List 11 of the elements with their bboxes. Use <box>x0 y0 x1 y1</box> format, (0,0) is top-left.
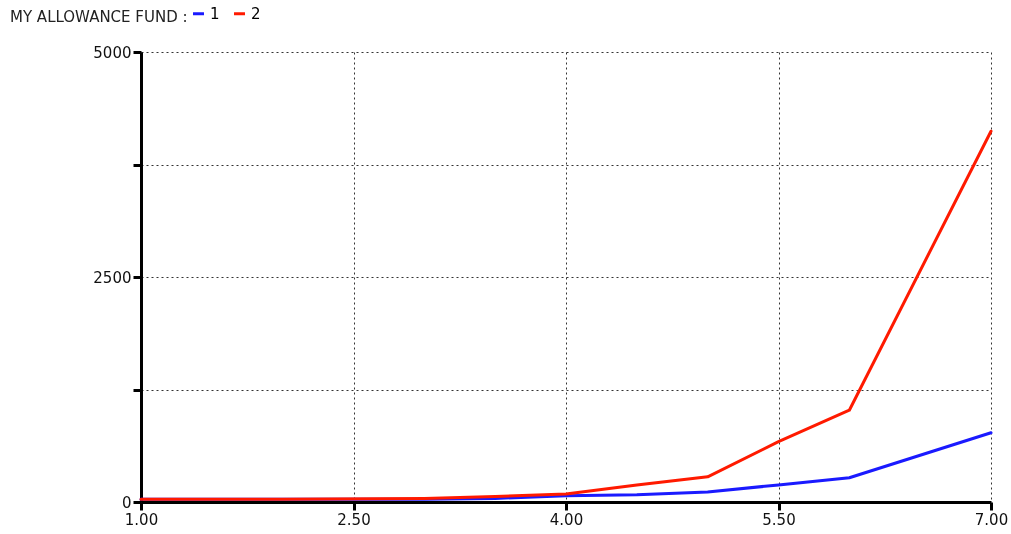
x-tick-label: 1.00 <box>124 510 159 529</box>
y-tick-label: 2500 <box>93 268 132 287</box>
x-tick-label: 4.00 <box>549 510 584 529</box>
legend-label: 2 <box>251 4 261 23</box>
y-tick-label: 5000 <box>93 43 132 62</box>
y-tick-label: 0 <box>121 493 132 512</box>
x-tick-label: 2.50 <box>337 510 371 529</box>
legend-label: 1 <box>210 4 220 23</box>
chart-title: MY ALLOWANCE FUND : <box>10 8 188 26</box>
x-tick-label: 7.00 <box>974 510 1009 529</box>
x-tick-label: 5.50 <box>762 510 796 529</box>
